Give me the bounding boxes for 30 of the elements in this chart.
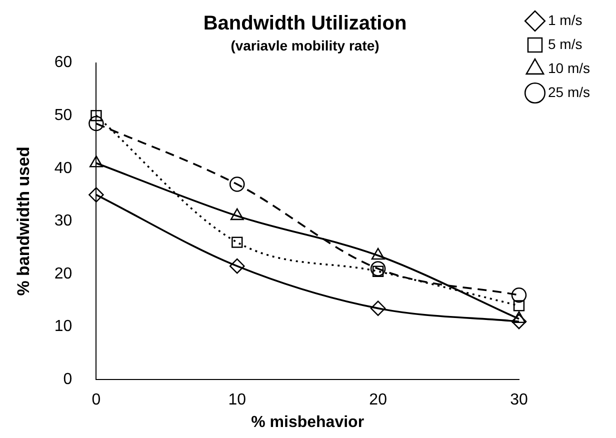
point [229, 258, 245, 274]
legend-label: 5 m/s [548, 36, 582, 52]
point [90, 110, 102, 122]
y-tick-label: 40 [54, 160, 72, 177]
point [370, 300, 386, 316]
x-axis-title: % misbehavior [251, 414, 364, 431]
point [511, 287, 527, 303]
y-tick-label: 20 [54, 265, 72, 282]
legend-label: 1 m/s [548, 12, 582, 28]
y-tick-label: 10 [54, 318, 72, 336]
legend-label: 25 m/s [548, 84, 590, 100]
point [513, 300, 525, 312]
x-tick-label: 0 [92, 392, 101, 409]
y-tick-label: 50 [54, 107, 72, 124]
point [511, 314, 527, 330]
x-tick-label: 30 [510, 392, 528, 409]
point [88, 187, 104, 202]
legend-label: 10 m/s [548, 60, 590, 76]
point [229, 176, 245, 192]
y-axis-title: % bandwidth used [14, 146, 33, 296]
point [370, 261, 386, 276]
y-tick-label: 0 [63, 371, 72, 388]
y-tick-label: 60 [54, 54, 72, 72]
x-tick-label: 20 [369, 392, 388, 409]
chart-subtitle: (variavle mobility rate) [230, 37, 380, 54]
point [88, 116, 104, 132]
point [232, 236, 243, 248]
y-tick-label: 30 [54, 212, 72, 230]
chart-title: Bandwidth Utilization [203, 12, 407, 35]
x-tick-label: 10 [228, 392, 246, 409]
